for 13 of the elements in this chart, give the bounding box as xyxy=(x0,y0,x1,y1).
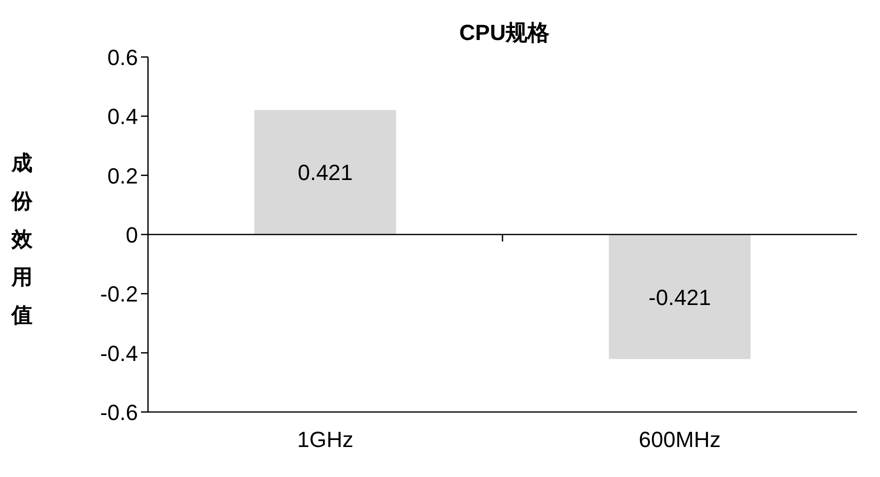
data-label: -0.421 xyxy=(648,284,711,310)
x-tick-label: 600MHz xyxy=(638,427,721,452)
y-tick-label: -0.2 xyxy=(100,282,138,307)
data-label: 0.421 xyxy=(298,160,353,186)
y-tick-label: 0.6 xyxy=(107,45,138,70)
x-tick-label: 1GHz xyxy=(297,427,354,452)
y-tick-label: 0 xyxy=(126,222,138,248)
y-axis-title: 成份效用值 xyxy=(10,152,34,327)
y-tick-label: 0.4 xyxy=(107,104,138,130)
y-tick-label: 0.2 xyxy=(107,163,138,188)
y-tick-label: -0.4 xyxy=(100,340,138,366)
y-tick-label: -0.6 xyxy=(100,400,138,425)
chart-title: CPU规格 xyxy=(459,20,551,45)
